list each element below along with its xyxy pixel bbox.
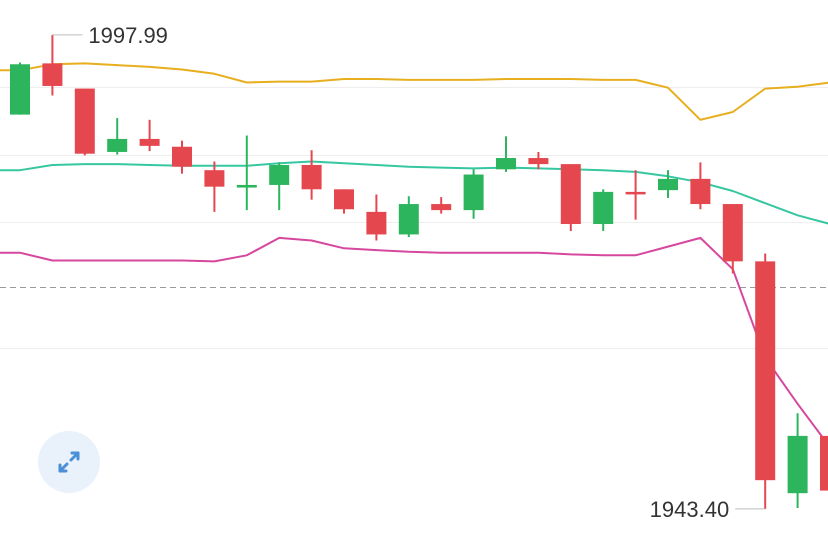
candle-23 [755, 253, 776, 509]
candle-24 [787, 413, 808, 508]
candle-body-20 [658, 178, 678, 191]
candle-body-19 [625, 191, 646, 195]
candle-body-7 [236, 184, 257, 188]
candle-15 [496, 136, 516, 172]
candle-1 [42, 34, 63, 96]
candle-22 [722, 204, 743, 274]
candle-body-17 [560, 164, 581, 225]
candle-body-1 [42, 63, 63, 86]
candle-4 [139, 119, 160, 152]
candle-11 [366, 194, 387, 241]
bollinger-middle-line [0, 160, 828, 225]
candle-2 [74, 88, 95, 156]
candle-body-3 [107, 138, 128, 152]
candle-body-22 [722, 204, 743, 262]
candle-body-18 [593, 191, 614, 225]
candle-body-10 [334, 189, 354, 210]
candle-6 [204, 161, 225, 212]
candle-8 [269, 162, 290, 211]
candle-body-6 [204, 170, 225, 187]
candle-body-0 [10, 64, 30, 115]
candle-body-16 [528, 158, 549, 165]
low-price-label: 1943.40 [650, 497, 730, 522]
candle-19 [625, 170, 646, 220]
bollinger-bands [0, 62, 828, 447]
candle-18 [593, 189, 614, 231]
candles [10, 34, 828, 509]
high-price-label: 1997.99 [88, 23, 168, 48]
candle-body-23 [755, 261, 776, 481]
expand-chart-button[interactable] [38, 431, 100, 493]
candle-25 [820, 435, 828, 491]
candle-21 [690, 162, 711, 210]
candle-body-24 [787, 435, 808, 494]
candle-body-4 [139, 138, 160, 146]
extreme-annotations: 1997.99 1943.40 [52, 23, 766, 522]
candle-3 [107, 118, 128, 155]
bollinger-lower-line [0, 236, 828, 447]
candle-body-14 [463, 174, 484, 211]
candle-body-21 [690, 178, 711, 205]
candle-body-8 [269, 164, 290, 185]
candle-10 [334, 189, 354, 214]
candle-body-12 [398, 204, 419, 235]
candle-7 [236, 135, 257, 211]
candle-body-2 [74, 88, 95, 154]
candle-body-5 [172, 146, 192, 167]
candle-body-11 [366, 211, 387, 235]
candle-12 [398, 196, 419, 238]
candle-17 [560, 164, 581, 231]
candle-20 [658, 170, 678, 198]
expand-arrows-icon [58, 451, 80, 473]
candle-body-13 [431, 204, 452, 211]
candle-0 [10, 62, 30, 115]
bollinger-upper-line [0, 62, 828, 121]
candle-9 [301, 150, 322, 200]
candle-13 [431, 197, 452, 214]
candle-body-9 [301, 164, 322, 190]
candle-16 [528, 151, 549, 170]
candle-5 [172, 140, 192, 174]
candle-14 [463, 169, 484, 219]
candle-body-25 [820, 435, 828, 491]
candle-body-15 [496, 158, 516, 170]
